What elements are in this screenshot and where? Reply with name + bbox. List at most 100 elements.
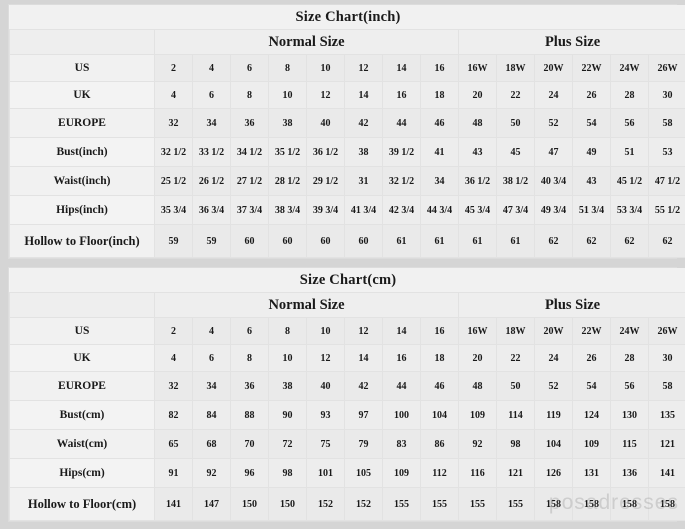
cell: 49: [572, 137, 611, 167]
table-row: EUROPE 32 34 36 38 40 42 44 46 48 50 52 …: [9, 371, 685, 401]
table-row: UK 4 6 8 10 12 14 16 18 20 22 24 26 28 3…: [9, 344, 685, 372]
cell: 38: [268, 371, 307, 401]
cell: 47: [534, 137, 573, 167]
cell: 100: [382, 400, 421, 430]
cell: 18: [420, 81, 459, 109]
cell: 43: [572, 166, 611, 196]
cell: 53: [647, 137, 685, 167]
cell: 46: [420, 371, 459, 401]
cell: 158: [610, 487, 649, 521]
group-header-plus: Plus Size: [457, 29, 685, 55]
cell: 20: [458, 81, 497, 109]
cell: 49 3/4: [534, 195, 573, 225]
cell: 112: [420, 458, 459, 488]
cell: 18W: [496, 54, 535, 82]
row-label: Waist(inch): [9, 166, 155, 196]
group-header-blank: [9, 292, 155, 318]
cell: 62: [647, 224, 685, 258]
cell: 158: [647, 487, 685, 521]
cell: 22: [496, 81, 535, 109]
group-header-row: Normal Size Plus Size: [9, 292, 685, 318]
cell: 26W: [647, 54, 685, 82]
cell: 155: [458, 487, 497, 521]
cell: 41 3/4: [344, 195, 383, 225]
cell: 158: [572, 487, 611, 521]
group-header-normal: Normal Size: [154, 29, 459, 55]
cell: 32 1/2: [382, 166, 421, 196]
cell: 47 1/2: [647, 166, 685, 196]
cell: 44 3/4: [420, 195, 459, 225]
cell: 12: [344, 317, 383, 345]
cell: 59: [192, 224, 231, 258]
cell: 2: [154, 317, 193, 345]
cell: 109: [572, 429, 611, 459]
cell: 88: [230, 400, 269, 430]
row-label: EUROPE: [9, 371, 155, 401]
cell: 26: [572, 81, 611, 109]
cell: 8: [230, 344, 269, 372]
cell: 51 3/4: [572, 195, 611, 225]
cell: 101: [306, 458, 345, 488]
cell: 34: [192, 371, 231, 401]
size-table-cm: Size Chart(cm) Normal Size Plus Size US …: [9, 268, 685, 521]
cell: 48: [458, 108, 497, 138]
cell: 109: [382, 458, 421, 488]
table-row: EUROPE 32 34 36 38 40 42 44 46 48 50 52 …: [9, 108, 685, 138]
cell: 16W: [458, 317, 497, 345]
cell: 16: [420, 317, 459, 345]
cell: 92: [458, 429, 497, 459]
cell: 54: [572, 371, 611, 401]
cell: 152: [344, 487, 383, 521]
cell: 155: [420, 487, 459, 521]
cell: 6: [192, 81, 231, 109]
cell: 90: [268, 400, 307, 430]
cell: 40: [306, 371, 345, 401]
cell: 47 3/4: [496, 195, 535, 225]
group-header-plus: Plus Size: [457, 292, 685, 318]
chart-title: Size Chart(inch): [9, 5, 685, 30]
cell: 141: [647, 458, 685, 488]
cell: 119: [534, 400, 573, 430]
table-row: Waist(inch) 25 1/2 26 1/2 27 1/2 28 1/2 …: [9, 166, 685, 196]
chart-title: Size Chart(cm): [9, 268, 685, 293]
cell: 26 1/2: [192, 166, 231, 196]
cell: 91: [154, 458, 193, 488]
cell: 40 3/4: [534, 166, 573, 196]
cell: 62: [610, 224, 649, 258]
cell: 28: [610, 344, 649, 372]
cell: 61: [382, 224, 421, 258]
cell: 39 1/2: [382, 137, 421, 167]
cell: 45: [496, 137, 535, 167]
cell: 42: [344, 108, 383, 138]
cell: 43: [458, 137, 497, 167]
cell: 135: [647, 400, 685, 430]
cell: 158: [534, 487, 573, 521]
cell: 10: [306, 317, 345, 345]
cell: 8: [268, 54, 307, 82]
cell: 36 1/2: [458, 166, 497, 196]
cell: 4: [154, 344, 193, 372]
cell: 62: [534, 224, 573, 258]
cell: 33 1/2: [192, 137, 231, 167]
row-label: Hips(inch): [9, 195, 155, 225]
cell: 6: [230, 317, 269, 345]
cell: 70: [230, 429, 269, 459]
cell: 84: [192, 400, 231, 430]
cell: 60: [306, 224, 345, 258]
cell: 14: [344, 81, 383, 109]
cell: 4: [154, 81, 193, 109]
cell: 36 1/2: [306, 137, 345, 167]
cell: 155: [382, 487, 421, 521]
cell: 27 1/2: [230, 166, 269, 196]
row-label: Bust(inch): [9, 137, 155, 167]
row-label: Bust(cm): [9, 400, 155, 430]
cell: 41: [420, 137, 459, 167]
cell: 14: [382, 317, 421, 345]
cell: 38: [344, 137, 383, 167]
cell: 34: [420, 166, 459, 196]
size-table-inch: Size Chart(inch) Normal Size Plus Size U…: [9, 5, 685, 258]
cell: 22W: [572, 54, 611, 82]
cell: 126: [534, 458, 573, 488]
size-chart-inch: Size Chart(inch) Normal Size Plus Size U…: [8, 4, 685, 259]
